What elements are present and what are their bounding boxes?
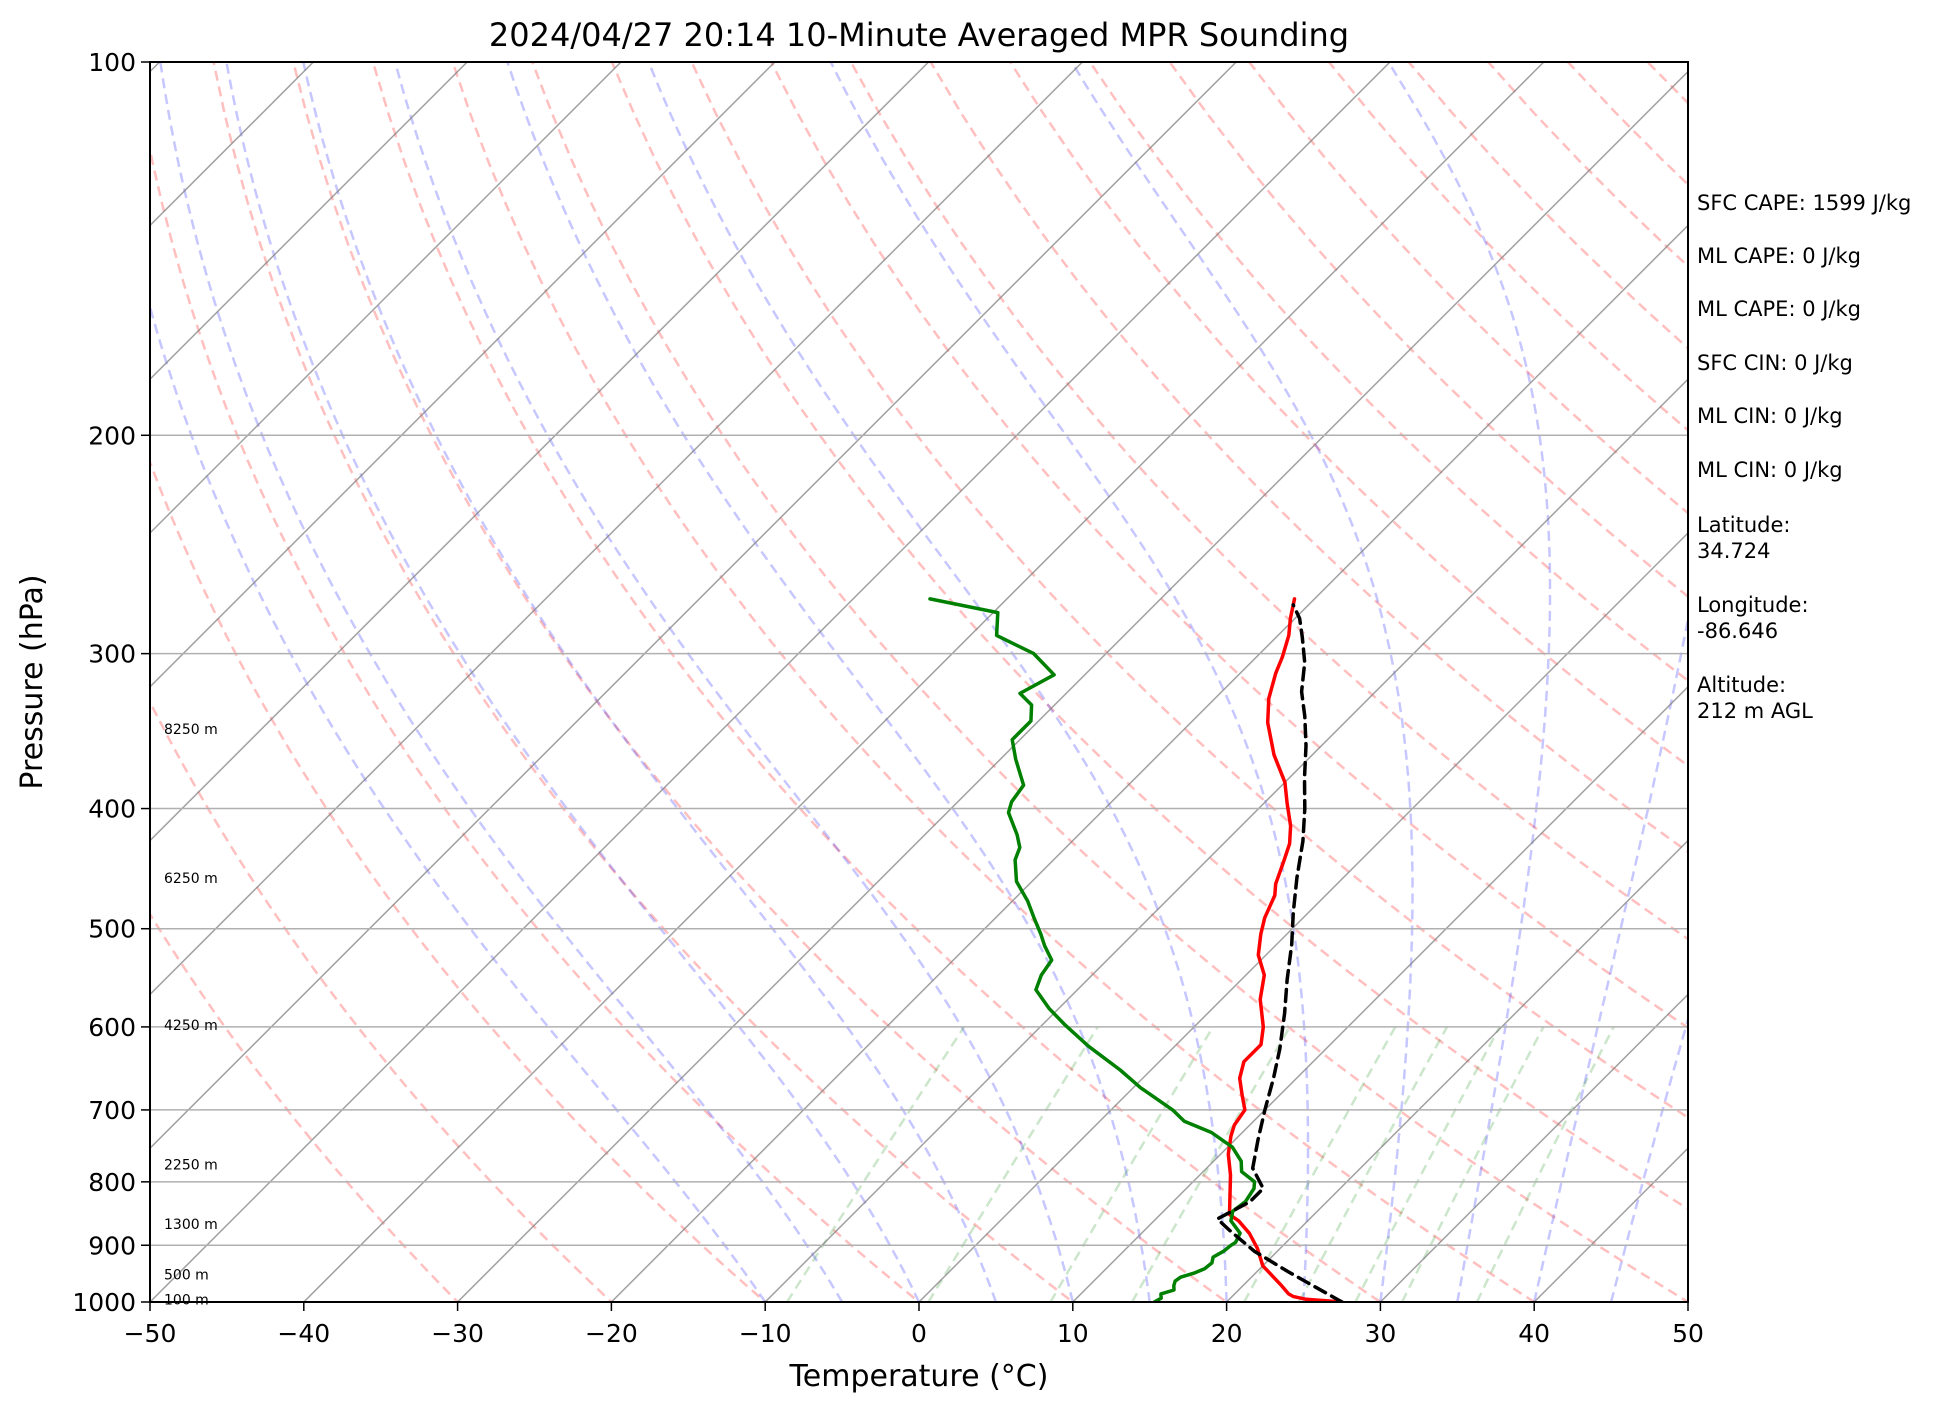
background-lines xyxy=(150,62,1688,1302)
x-tick-label: 10 xyxy=(1057,1319,1089,1348)
y-tick-label: 200 xyxy=(88,421,136,450)
dry-adiabat xyxy=(610,62,1688,1211)
moist-adiabat xyxy=(159,62,844,1302)
isotherm xyxy=(150,62,776,688)
parcel-path xyxy=(1215,603,1344,1302)
dry-adiabat xyxy=(849,62,1688,941)
longitude-value: -86.646 xyxy=(1697,619,1778,643)
mixing-ratio-line xyxy=(927,1026,1099,1302)
y-tick-label: 900 xyxy=(88,1231,136,1260)
height-label: 2250 m xyxy=(164,1158,218,1174)
x-tick-label: −50 xyxy=(124,1319,177,1348)
altitude-value: 212 m AGL xyxy=(1697,699,1813,723)
isotherm xyxy=(917,531,1688,1302)
isotherm xyxy=(1379,993,1688,1302)
sfc-cin-text: SFC CIN: 0 J/kg xyxy=(1697,351,1853,375)
isotherm xyxy=(610,224,1688,1302)
isotherm xyxy=(1225,839,1688,1302)
x-tick-label: −40 xyxy=(277,1319,330,1348)
dry-adiabat xyxy=(150,458,768,1302)
y-tick-label: 1000 xyxy=(72,1288,136,1317)
ml-cin-text-2: ML CIN: 0 J/kg xyxy=(1697,458,1843,482)
altitude-label: Altitude: xyxy=(1697,673,1786,697)
isotherm xyxy=(150,62,1083,996)
moist-adiabat xyxy=(393,62,1075,1302)
x-tick-label: 30 xyxy=(1364,1319,1396,1348)
sounding-profiles xyxy=(928,597,1344,1302)
height-label: 6250 m xyxy=(164,871,218,887)
temperature-profile xyxy=(1226,597,1344,1302)
dry-adiabat xyxy=(371,62,1383,1302)
isotherm xyxy=(150,62,1391,1302)
stats-panel: SFC CAPE: 1599 J/kg ML CAPE: 0 J/kg ML C… xyxy=(1697,191,1911,723)
height-label: 4250 m xyxy=(164,1018,218,1034)
height-labels: 8250 m 6250 m 4250 m 2250 m 1300 m 500 m 100 m xyxy=(164,722,218,1308)
dry-adiabat xyxy=(929,62,1688,854)
moist-adiabat xyxy=(150,302,767,1302)
x-tick-label: −10 xyxy=(739,1319,792,1348)
y-axis-label: Pressure (hPa) xyxy=(15,574,50,789)
isotherm xyxy=(302,62,1545,1302)
mixing-ratio-line xyxy=(785,1026,966,1302)
y-tick-label: 400 xyxy=(88,795,136,824)
x-tick-label: 20 xyxy=(1211,1319,1243,1348)
dry-adiabat xyxy=(531,62,1688,1302)
x-tick-label: −30 xyxy=(431,1319,484,1348)
ml-cape-text: ML CAPE: 0 J/kg xyxy=(1697,244,1861,268)
ml-cape-text-2: ML CAPE: 0 J/kg xyxy=(1697,297,1861,321)
dewpoint-profile xyxy=(928,597,1257,1302)
isotherm xyxy=(150,62,1237,1150)
isotherm xyxy=(150,62,622,535)
moist-adiabat xyxy=(1387,62,1552,1302)
dry-adiabat xyxy=(1168,62,1688,599)
moist-adiabat xyxy=(1070,62,1414,1302)
isotherm xyxy=(1071,685,1688,1302)
dry-adiabat xyxy=(150,911,460,1302)
isotherm xyxy=(150,62,930,842)
pressure-gridlines xyxy=(150,434,1688,1247)
isotherm xyxy=(456,70,1688,1302)
sfc-cape-text: SFC CAPE: 1599 J/kg xyxy=(1697,191,1911,215)
y-tick-label: 300 xyxy=(88,640,136,669)
ml-cin-text: ML CIN: 0 J/kg xyxy=(1697,404,1843,428)
y-tick-label: 800 xyxy=(88,1168,136,1197)
moist-adiabat xyxy=(225,62,921,1302)
moist-adiabat xyxy=(302,62,998,1302)
longitude-label: Longitude: xyxy=(1697,593,1809,617)
x-tick-label: 0 xyxy=(911,1319,927,1348)
x-tick-label: −20 xyxy=(585,1319,638,1348)
y-tick-label: 600 xyxy=(88,1013,136,1042)
x-tick-label: 50 xyxy=(1672,1319,1704,1348)
dry-adiabat xyxy=(1088,62,1688,683)
isotherm xyxy=(150,62,468,381)
dry-adiabat xyxy=(451,62,1537,1302)
height-label: 8250 m xyxy=(164,722,218,738)
height-label: 500 m xyxy=(164,1267,209,1283)
x-axis-label: Temperature (°C) xyxy=(789,1359,1049,1394)
latitude-label: Latitude: xyxy=(1697,513,1791,537)
chart-title: 2024/04/27 20:14 10-Minute Averaged MPR … xyxy=(489,16,1349,54)
moist-adiabat xyxy=(1532,612,1688,1302)
y-axis-ticks: 100 200 300 400 500 600 700 800 900 1000 xyxy=(72,48,150,1317)
x-axis-ticks: −50 −40 −30 −20 −10 0 10 20 30 40 50 xyxy=(124,1302,1704,1348)
y-tick-label: 700 xyxy=(88,1096,136,1125)
dry-adiabat xyxy=(292,62,1229,1302)
moist-adiabat xyxy=(829,62,1310,1302)
y-tick-label: 500 xyxy=(88,915,136,944)
y-tick-label: 100 xyxy=(88,48,136,77)
isotherm xyxy=(764,378,1688,1302)
latitude-value: 34.724 xyxy=(1697,539,1770,563)
height-label: 1300 m xyxy=(164,1217,218,1233)
x-tick-label: 40 xyxy=(1518,1319,1550,1348)
height-label: 100 m xyxy=(164,1292,209,1308)
moist-adiabat xyxy=(506,62,1151,1302)
